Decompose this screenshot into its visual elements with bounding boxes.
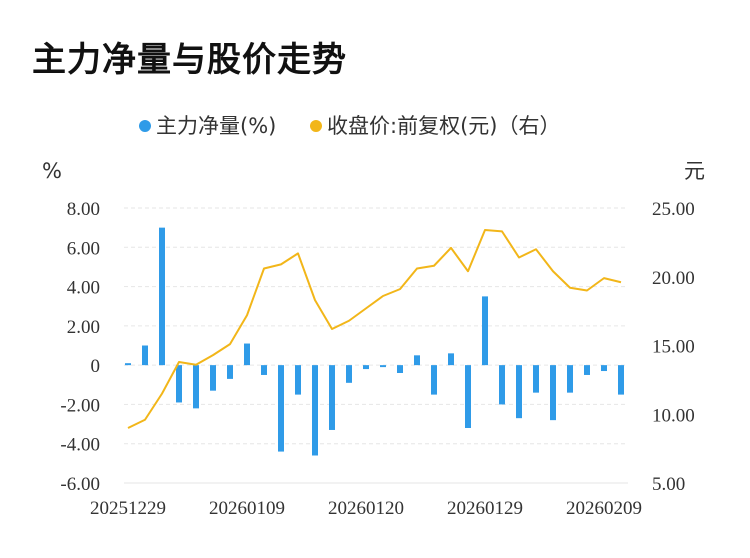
legend-label-line: 收盘价:前复权(元)（右） — [327, 114, 560, 138]
left-tick-label: 2.00 — [67, 317, 100, 338]
legend-marker-line — [310, 120, 322, 132]
left-axis-unit: % — [42, 159, 62, 183]
page-title: 主力净量与股价走势 — [32, 40, 347, 80]
left-tick-label: 6.00 — [67, 238, 100, 259]
legend-marker-bar — [139, 120, 151, 132]
bar — [193, 365, 199, 409]
bar — [278, 365, 284, 452]
right-tick-label: 10.00 — [652, 405, 695, 426]
bar — [125, 363, 131, 366]
bar — [227, 365, 233, 379]
bar — [261, 365, 267, 375]
bar — [176, 365, 182, 403]
bar — [567, 365, 573, 393]
x-tick-label: 20251229 — [90, 498, 166, 519]
price-line — [127, 229, 622, 429]
left-tick-label: -6.00 — [60, 474, 100, 495]
right-axis-unit: 元 — [684, 159, 705, 183]
right-tick-label: 25.00 — [652, 199, 695, 220]
bar — [516, 365, 522, 419]
left-tick-label: -4.00 — [60, 435, 100, 456]
legend-label-bar: 主力净量(%) — [156, 114, 276, 138]
bar — [431, 365, 437, 395]
bar — [295, 365, 301, 395]
bar — [584, 365, 590, 375]
right-tick-label: 5.00 — [652, 474, 685, 495]
bar — [363, 365, 369, 370]
bar — [312, 365, 318, 456]
bar — [346, 365, 352, 383]
bar — [244, 343, 250, 366]
bar — [329, 365, 335, 430]
bar — [465, 365, 471, 428]
left-tick-label: -2.00 — [60, 395, 100, 416]
x-tick-label: 20260129 — [447, 498, 523, 519]
bar — [159, 227, 165, 366]
bar — [482, 296, 488, 366]
right-tick-label: 15.00 — [652, 337, 695, 358]
x-tick-label: 20260120 — [328, 498, 404, 519]
bar — [414, 355, 420, 366]
bar — [142, 345, 148, 366]
left-tick-label: 8.00 — [67, 199, 100, 220]
left-tick-label: 4.00 — [67, 278, 100, 299]
bar — [397, 365, 403, 373]
bar — [601, 365, 607, 372]
x-tick-label: 20260209 — [566, 498, 642, 519]
bar — [499, 365, 505, 405]
bar — [618, 365, 624, 395]
bar — [448, 353, 454, 366]
bar — [210, 365, 216, 391]
bar — [380, 365, 386, 368]
left-tick-label: 0 — [91, 356, 101, 377]
bar — [550, 365, 556, 421]
bar — [533, 365, 539, 393]
right-tick-label: 20.00 — [652, 268, 695, 289]
x-tick-label: 20260109 — [209, 498, 285, 519]
